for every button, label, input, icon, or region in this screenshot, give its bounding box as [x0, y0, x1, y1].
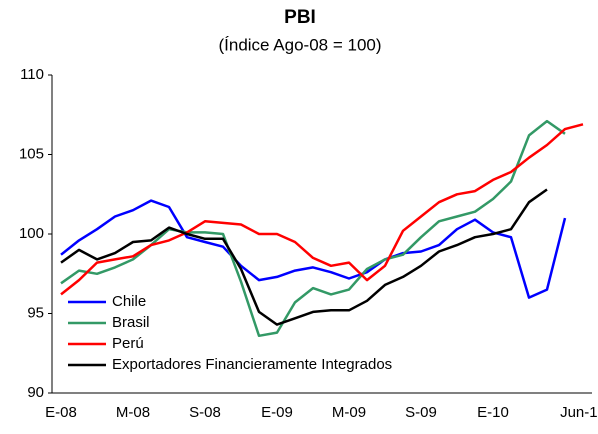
series-line — [60, 199, 567, 299]
legend-label: Brasil — [112, 314, 150, 331]
x-tick-label: M-08 — [116, 404, 150, 421]
legend-label: Perú — [112, 335, 144, 352]
y-tick-label: 100 — [19, 225, 44, 242]
series-line — [60, 188, 548, 326]
series-line — [60, 123, 584, 296]
y-tick-label: 110 — [20, 66, 44, 83]
legend-label: Chile — [112, 293, 146, 310]
y-tick-label: 105 — [19, 145, 44, 162]
y-tick-label: 90 — [27, 384, 44, 401]
y-tick-label: 95 — [27, 304, 44, 321]
x-tick-label: E-10 — [477, 404, 509, 421]
chart-title: PBI — [284, 7, 316, 28]
x-tick-label: E-09 — [261, 404, 293, 421]
x-tick-label: S-08 — [189, 404, 221, 421]
x-tick-label: Jun-10 — [560, 404, 598, 421]
x-tick-label: E-08 — [45, 404, 77, 421]
legend-label: Exportadores Financieramente Integrados — [112, 356, 392, 373]
x-tick-label: S-09 — [405, 404, 437, 421]
chart-subtitle: (Índice Ago-08 = 100) — [218, 35, 381, 54]
x-tick-label: M-09 — [332, 404, 366, 421]
